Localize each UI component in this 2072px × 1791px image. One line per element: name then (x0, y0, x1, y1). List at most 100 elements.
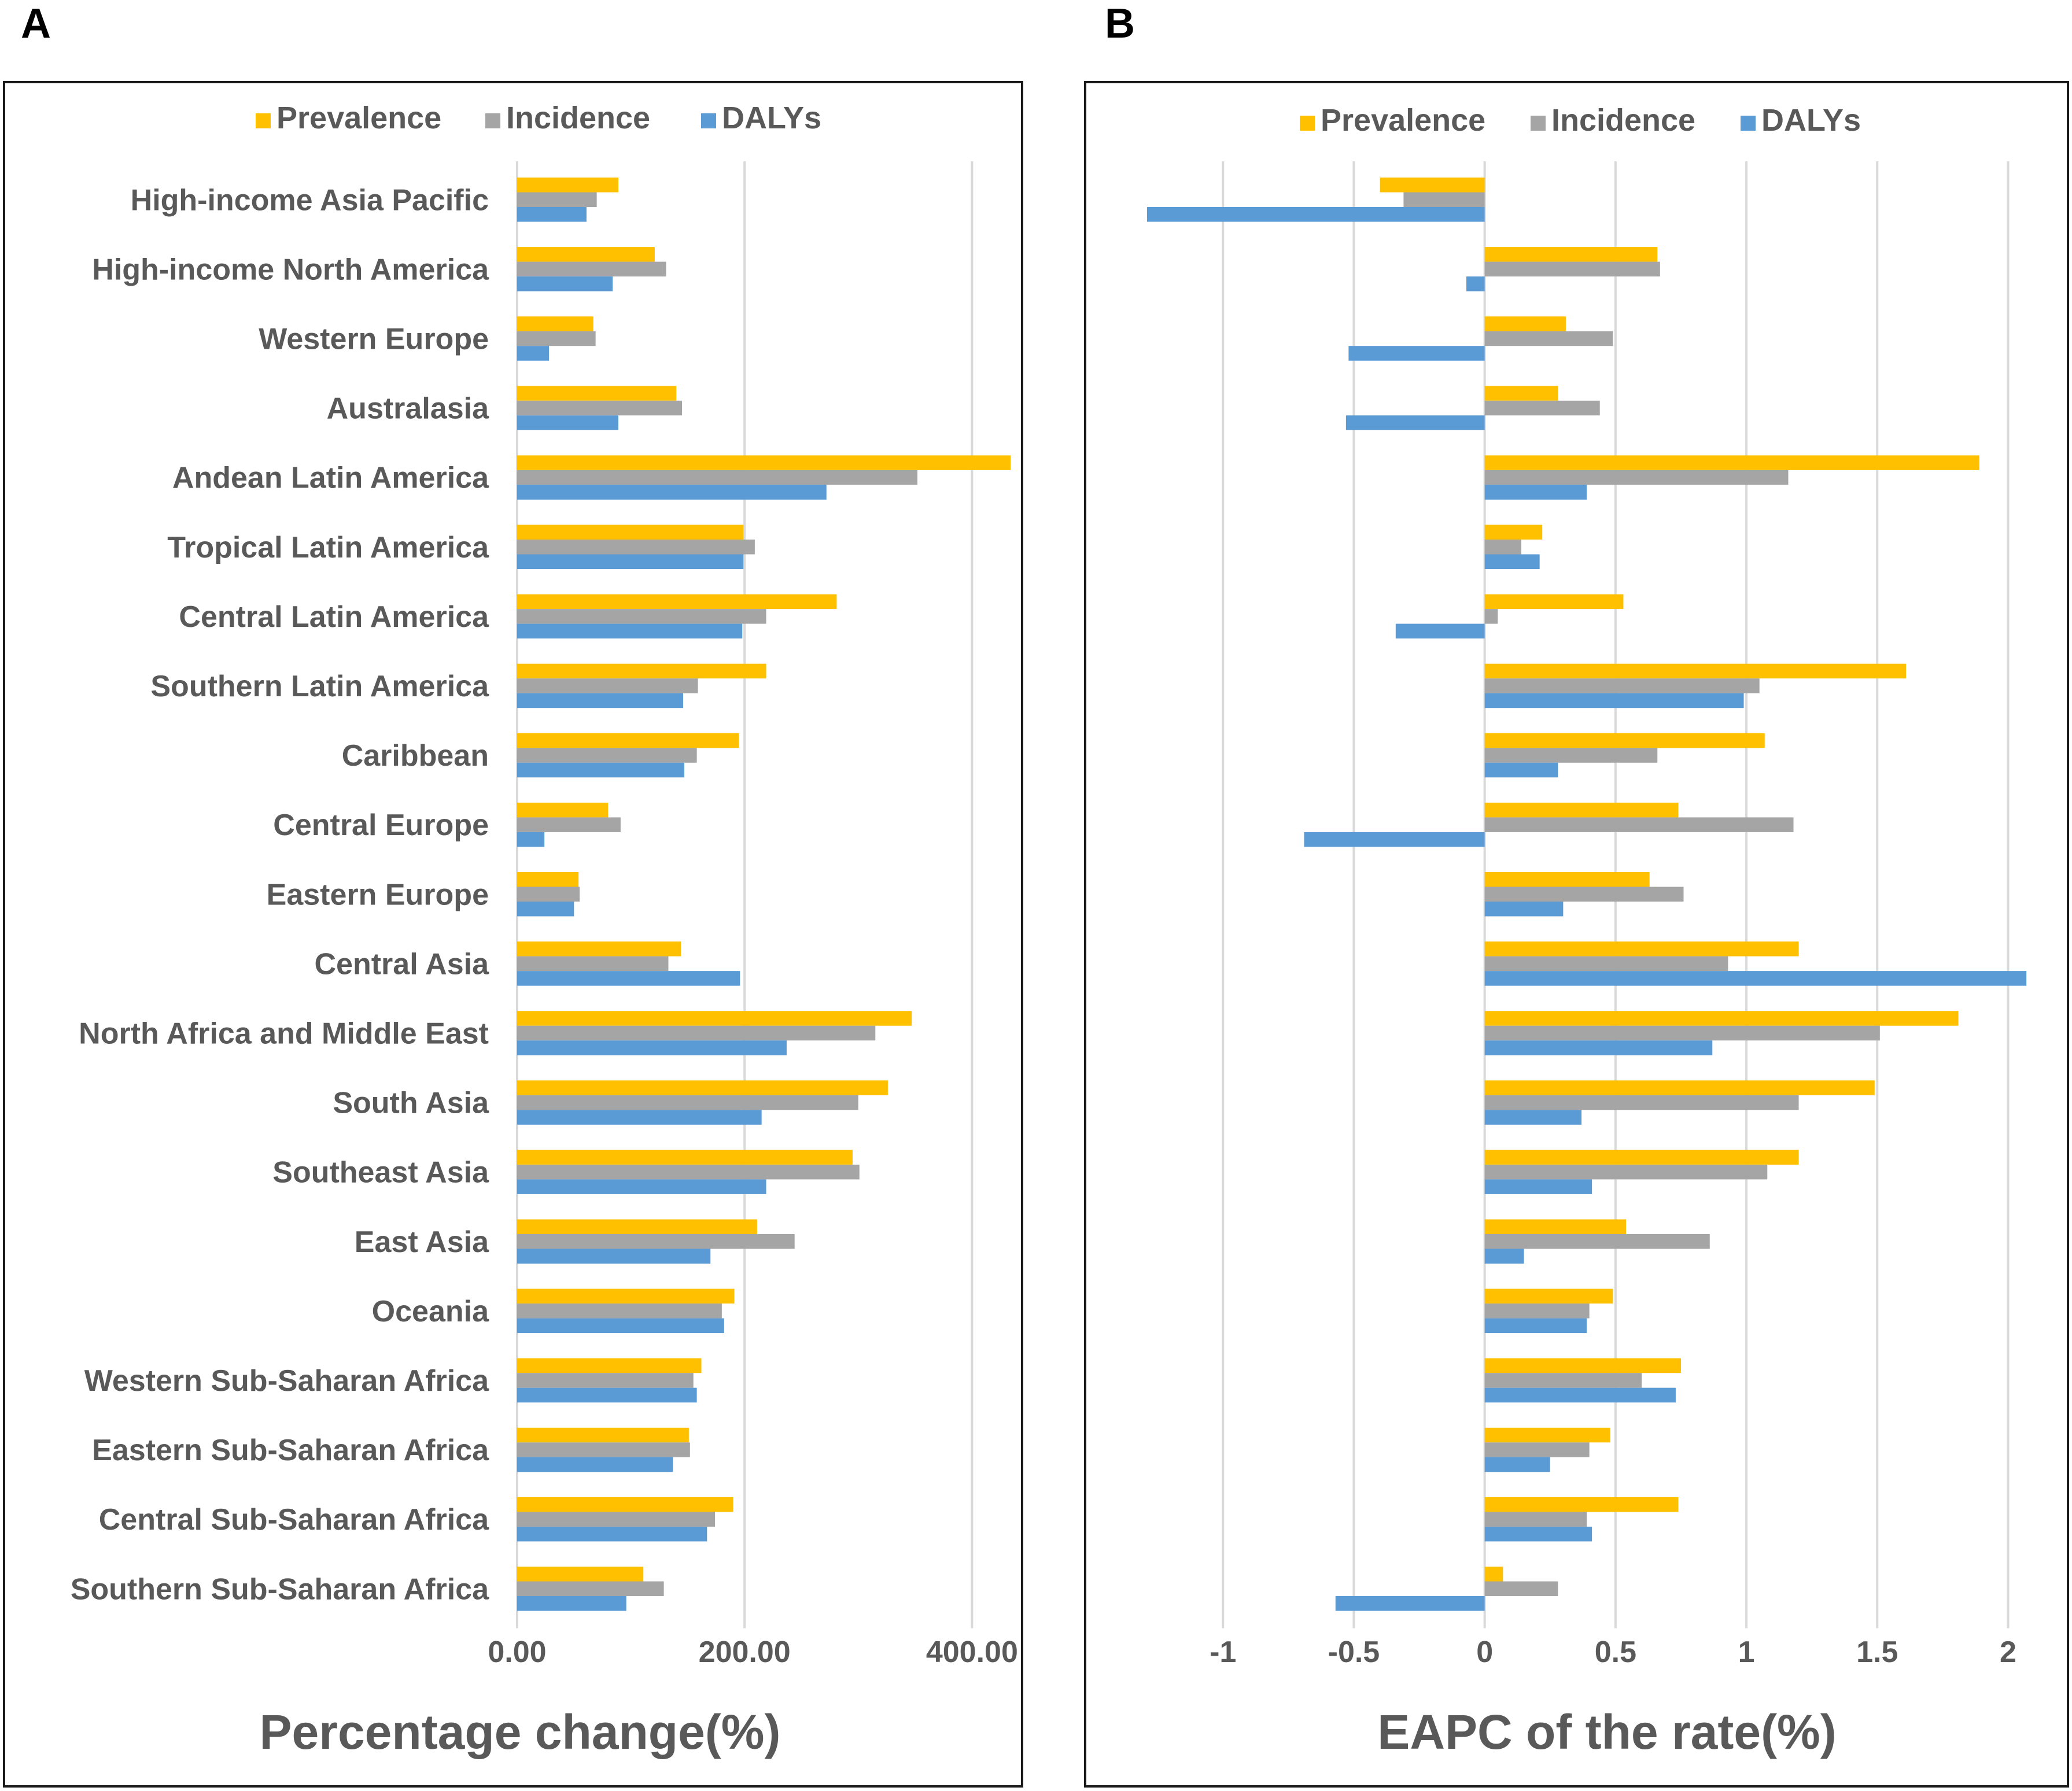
chart-b-bar-prevalence (1484, 386, 1558, 401)
chart-b-bar-incidence (1484, 1025, 1880, 1041)
chart-a-legend-swatch-prevalence (256, 113, 271, 128)
chart-a-category-label: Oceania (372, 1295, 489, 1328)
chart-a-bar-incidence (517, 678, 698, 693)
chart-a-category-label: Central Latin America (179, 600, 489, 634)
chart-a-bar-dalys (517, 1040, 787, 1055)
chart-a-bar-prevalence (517, 941, 681, 957)
chart-b-legend-swatch-dalys (1741, 116, 1756, 131)
chart-b-bar-incidence (1484, 1442, 1590, 1457)
chart-a-bar-prevalence (517, 1011, 912, 1026)
chart-a-bar-incidence (517, 1164, 860, 1180)
chart-b-bar-prevalence (1484, 872, 1650, 887)
chart-b-bar-prevalence (1484, 1288, 1613, 1304)
chart-a-category-label: Andean Latin America (172, 461, 489, 495)
chart-b-bar-dalys (1484, 1526, 1592, 1542)
chart-b-bar-prevalence (1484, 316, 1566, 331)
chart-b-tick-label: 0 (1476, 1635, 1493, 1669)
chart-a-bar-prevalence (517, 386, 677, 401)
chart-a-bar-prevalence (517, 247, 655, 262)
chart-b-bar-prevalence (1484, 1150, 1799, 1165)
chart-a-category-label: East Asia (355, 1225, 489, 1259)
chart-b-bar-incidence (1484, 956, 1728, 972)
chart-a-category-label: Central Europe (273, 808, 489, 842)
chart-b-bar-incidence (1484, 748, 1658, 763)
chart-a-bar-prevalence (517, 525, 744, 540)
panel-b-eapc-chart: -1 -0.5 0 0.5 1 1.5 2 Prevalence Incidence DALYs E… (1084, 81, 2069, 1788)
chart-a-category-label: Southern Latin America (150, 670, 489, 703)
chart-a-bar-prevalence (517, 802, 609, 818)
chart-a-bar-dalys (517, 276, 613, 291)
chart-a-bar-dalys (517, 1526, 707, 1542)
chart-b-bar-incidence (1484, 1373, 1642, 1388)
chart-b-bar-incidence (1484, 261, 1660, 277)
chart-a-tick-label: 400.00 (926, 1635, 1018, 1669)
chart-b-tick-label: 2 (2000, 1635, 2016, 1669)
chart-a-bar-prevalence (517, 872, 579, 887)
chart-a-category-label: Eastern Sub-Saharan Africa (92, 1434, 489, 1467)
chart-a-bar-prevalence (517, 1358, 702, 1373)
chart-a-bar-incidence (517, 1303, 722, 1319)
chart-b-tick-label: 0.5 (1595, 1635, 1636, 1669)
chart-a-bar-dalys (517, 207, 587, 222)
chart-a-bar-prevalence (517, 1288, 735, 1304)
chart-b-bar-prevalence (1484, 247, 1658, 262)
chart-b-bar-prevalence (1484, 941, 1799, 957)
chart-a-bar-prevalence (517, 316, 593, 331)
chart-b-bar-incidence (1484, 678, 1760, 693)
chart-a-bar-prevalence (517, 594, 837, 610)
chart-b-bar-prevalence (1484, 1427, 1610, 1443)
chart-a-bar-incidence (517, 540, 755, 555)
chart-a-category-label: Eastern Europe (267, 878, 489, 911)
chart-a-bar-incidence (517, 192, 597, 207)
chart-a-bar-prevalence (517, 1219, 757, 1234)
panel-a-percentage-change-chart: 0.00 200.00 400.00 Prevalence Incidence DALYs… (3, 81, 1023, 1788)
chart-a-bar-dalys (517, 902, 574, 917)
chart-a-bar-dalys (517, 762, 684, 778)
chart-a-category-label: Western Sub-Saharan Africa (84, 1364, 489, 1398)
chart-a-bar-incidence (517, 817, 621, 832)
chart-a-legend-label-prevalence: Prevalence (276, 101, 441, 135)
chart-a-category-label: Australasia (327, 392, 489, 426)
chart-a-bar-incidence (517, 887, 580, 902)
chart-b-bar-incidence (1484, 1581, 1558, 1596)
chart-a-bar-dalys (517, 1387, 697, 1403)
chart-a-bar-dalys (517, 832, 545, 847)
chart-a-bar-prevalence (517, 733, 739, 748)
chart-a-bar-dalys (517, 415, 618, 430)
chart-b-svg: -1 -0.5 0 0.5 1 1.5 2 Prevalence Incidence DALYs E… (1147, 103, 2027, 1759)
chart-b-bar-prevalence (1484, 663, 1907, 679)
chart-a-bar-dalys (517, 1110, 762, 1125)
chart-a-bar-dalys (517, 1249, 711, 1264)
chart-a-bar-incidence (517, 748, 697, 763)
chart-b-bar-dalys (1484, 762, 1558, 778)
chart-a-bar-dalys (517, 1457, 673, 1472)
chart-a-category-label: Central Asia (314, 947, 489, 981)
chart-a-category-label: North Africa and Middle East (79, 1017, 489, 1050)
chart-a-category-label: Southern Sub-Saharan Africa (71, 1572, 489, 1606)
chart-a-bar-incidence (517, 400, 683, 416)
chart-a-bar-dalys (517, 1318, 724, 1334)
chart-a-tick-label: 0.00 (488, 1635, 546, 1669)
chart-a-bar-dalys (517, 485, 827, 500)
chart-a-bar-dalys (517, 1596, 626, 1611)
chart-b-bar-prevalence (1484, 1497, 1679, 1512)
chart-a-bar-incidence (517, 1095, 858, 1110)
chart-b-bar-prevalence (1484, 594, 1624, 610)
chart-a-bar-incidence (517, 1581, 664, 1596)
chart-b-bar-dalys (1484, 693, 1744, 708)
chart-a-bar-incidence (517, 956, 669, 972)
chart-b-bar-prevalence (1484, 802, 1679, 818)
chart-b-bar-prevalence (1484, 733, 1765, 748)
chart-b-legend-label-incidence: Incidence (1551, 103, 1695, 138)
chart-a-bar-dalys (517, 693, 684, 708)
chart-a-bar-prevalence (517, 663, 766, 679)
chart-a-bar-prevalence (517, 178, 618, 193)
chart-a-category-label: High-income North America (92, 253, 489, 286)
chart-a-svg: 0.00 200.00 400.00 Prevalence Incidence DALYs… (71, 101, 1018, 1759)
chart-b-bar-prevalence (1484, 1011, 1959, 1026)
chart-b-bar-dalys (1484, 1040, 1713, 1055)
chart-a-bar-prevalence (517, 1080, 888, 1095)
chart-b-bar-dalys (1466, 276, 1485, 291)
chart-b-bar-incidence (1484, 887, 1684, 902)
chart-b-bar-dalys (1348, 346, 1485, 361)
